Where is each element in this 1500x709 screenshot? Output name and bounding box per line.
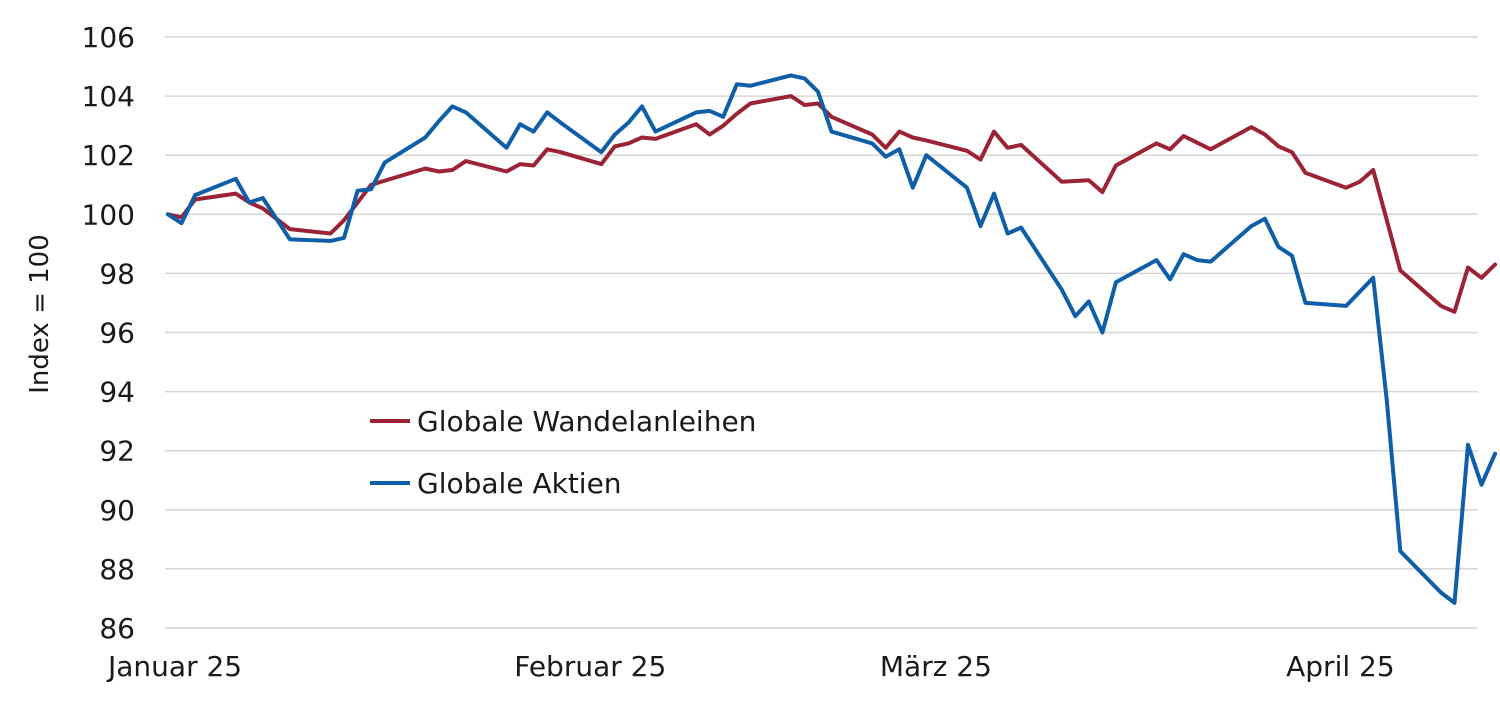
y-tick-label: 94 [99,376,135,409]
gridlines [165,36,1478,629]
y-tick-label: 90 [99,494,135,527]
x-tick-label: März 25 [880,650,992,683]
series-line-1 [166,73,1498,605]
legend-label: Globale Aktien [417,467,622,500]
x-tick-label: April 25 [1286,650,1395,683]
series-lines [166,73,1498,605]
y-tick-label: 88 [99,553,135,586]
legend: Globale Wandelanleihen Globale Aktien [370,405,756,500]
y-tick-label: 98 [99,257,135,290]
y-tick-label: 104 [82,80,135,113]
y-tick-label: 92 [99,435,135,468]
y-axis-title: Index = 100 [25,234,55,394]
y-tick-label: 102 [82,139,135,172]
x-tick-label: Januar 25 [106,650,242,683]
y-tick-label: 96 [99,317,135,350]
x-axis-tick-labels: Januar 25 Februar 25 März 25 April 25 [106,650,1395,683]
y-axis-tick-labels: 86 88 90 92 94 96 98 100 102 104 106 [82,21,135,645]
series-line-0 [166,94,1498,314]
legend-label: Globale Wandelanleihen [417,405,756,438]
x-tick-label: Februar 25 [514,650,666,683]
y-tick-label: 106 [82,21,135,54]
y-tick-label: 100 [82,198,135,231]
y-tick-label: 86 [99,612,135,645]
